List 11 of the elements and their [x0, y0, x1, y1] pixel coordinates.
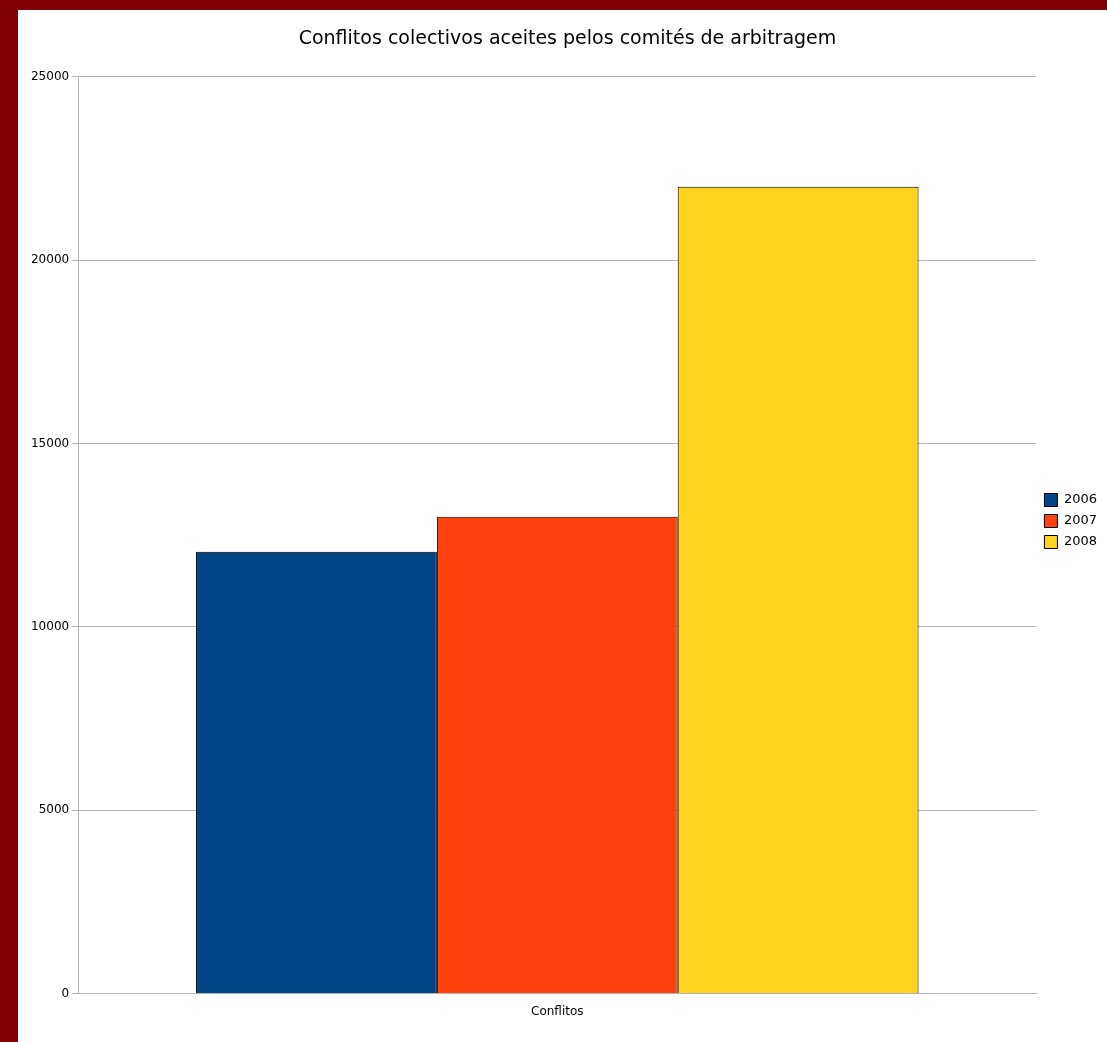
- legend-label: 2007: [1063, 512, 1098, 528]
- y-tick-label: 15000: [30, 435, 70, 450]
- legend-label: 2006: [1063, 491, 1098, 507]
- y-tick-label: 25000: [30, 68, 70, 83]
- legend-label: 2008: [1063, 533, 1098, 549]
- y-tick-label: 5000: [38, 802, 70, 817]
- y-tick-label: 0: [61, 985, 70, 1000]
- y-tick-label: 10000: [30, 619, 70, 634]
- y-tick-label: 20000: [30, 252, 70, 267]
- chart-title: Conflitos colectivos aceites pelos comités de arbitragem: [298, 26, 837, 49]
- x-tick-label: Conflitos: [531, 1003, 584, 1018]
